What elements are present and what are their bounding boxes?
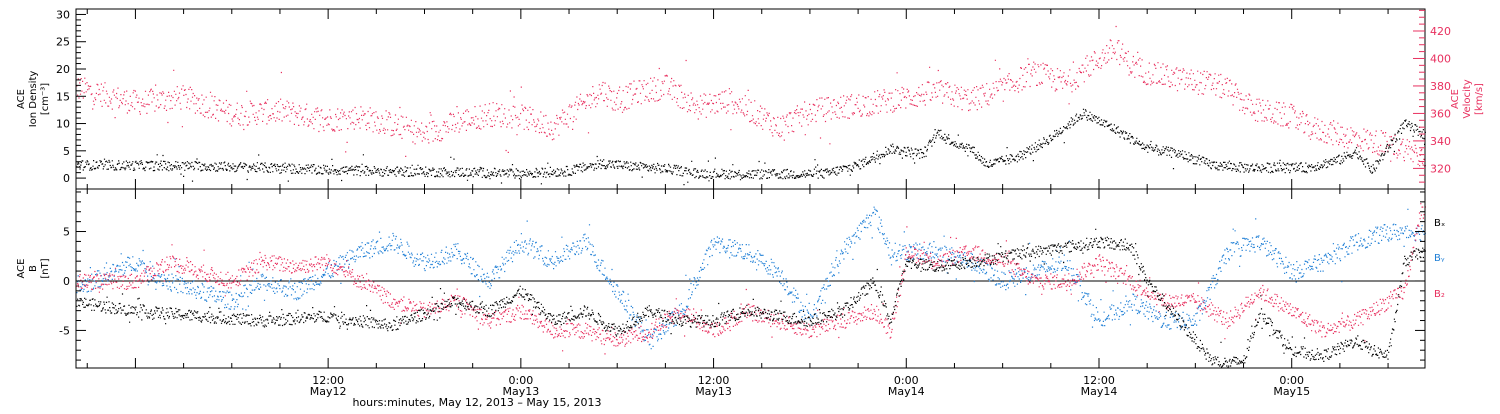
top-ylabel-right-line: [km/s]: [1474, 83, 1485, 115]
bottom-ytick-label: 5: [63, 226, 70, 239]
velocity-series: [76, 25, 1427, 167]
legend-entry: Bᵧ: [1434, 253, 1445, 264]
top-panel-frame: [75, 8, 1426, 190]
x-tick-label-time: 12:00: [698, 374, 730, 387]
x-tick-label-time: 0:00: [894, 374, 919, 387]
bx-series-points: [76, 228, 1426, 369]
density-series-points: [76, 108, 1426, 186]
x-tick-label-date: May14: [888, 385, 925, 398]
top-ytick-label: 10: [56, 118, 70, 131]
top-ytick-label: 30: [56, 8, 70, 21]
x-tick-label-date: May12: [310, 385, 347, 398]
bottom-ytick-label: 0: [63, 275, 70, 288]
top-ylabel-right-line: ACE: [1450, 89, 1461, 109]
x-tick-label-time: 12:00: [1083, 374, 1115, 387]
bz-series-points: [76, 203, 1426, 355]
bottom-ylabel-line: B: [28, 265, 39, 272]
top-ylabel-line: Ion Density: [28, 71, 39, 128]
top-ytick-right-label: 320: [1430, 162, 1451, 175]
top-ytick-right-label: 340: [1430, 135, 1451, 148]
x-axis: 12:00May120:00May1312:00May130:00May1412…: [86, 9, 1389, 409]
top-ytick-label: 25: [56, 36, 70, 49]
bottom-ylabel-line: ACE: [16, 259, 27, 279]
top-ytick-label: 5: [63, 145, 70, 158]
top-ytick-label: 20: [56, 63, 70, 76]
x-tick-label-date: May15: [1273, 385, 1310, 398]
top-ytick-label: 15: [56, 90, 70, 103]
legend-entry: Bₓ: [1434, 218, 1445, 229]
bottom-ylabel-line: [nT]: [40, 258, 51, 278]
top-ylabel-line: [cm⁻³]: [40, 83, 51, 115]
x-axis-label: hours:minutes, May 12, 2013 – May 15, 20…: [352, 396, 601, 409]
legend-entry: B₂: [1434, 289, 1445, 300]
bottom-ylabel: ACE B [nT]: [16, 258, 51, 278]
top-ylabel-line: ACE: [16, 89, 27, 109]
top-ytick-right-label: 420: [1430, 25, 1451, 38]
bz-series: [76, 203, 1426, 355]
top-ylabel-right-line: Velocity: [1462, 79, 1473, 118]
top-ylabel-right: ACE Velocity [km/s]: [1450, 79, 1485, 118]
top-ytick-label: 0: [63, 172, 70, 185]
top-ytick-right-label: 360: [1430, 107, 1451, 120]
bottom-panel: -5 0 5 ACE B [nT] Bₓ Bᵧ B₂: [16, 188, 1445, 369]
x-tick-label-date: May13: [695, 385, 732, 398]
x-tick-label-date: May13: [502, 385, 539, 398]
velocity-series-points: [76, 25, 1427, 167]
x-tick-label-time: 12:00: [312, 374, 344, 387]
bottom-ytick-label: -5: [59, 324, 70, 337]
density-series: [76, 108, 1426, 186]
bottom-panel-frame: [75, 188, 1426, 369]
top-ylabel: ACE Ion Density [cm⁻³]: [16, 71, 51, 128]
x-tick-label-time: 0:00: [1279, 374, 1304, 387]
bx-series: [76, 228, 1426, 369]
x-tick-label-date: May14: [1081, 385, 1118, 398]
x-tick-label-time: 0:00: [508, 374, 533, 387]
top-ytick-right-label: 380: [1430, 80, 1451, 93]
by-series-points: [76, 206, 1426, 350]
top-ytick-right-label: 400: [1430, 52, 1451, 65]
by-series: [76, 206, 1426, 350]
